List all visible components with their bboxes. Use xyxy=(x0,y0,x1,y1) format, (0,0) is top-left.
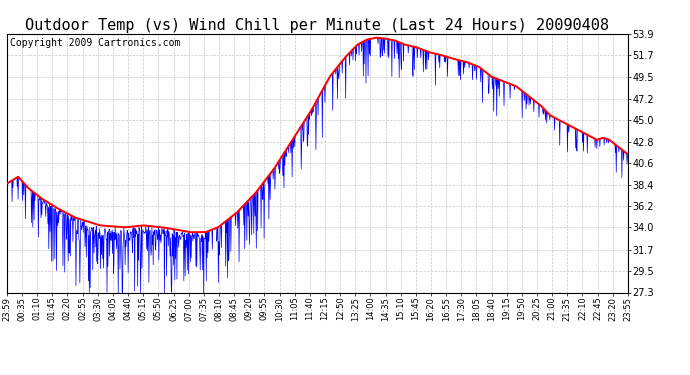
Title: Outdoor Temp (vs) Wind Chill per Minute (Last 24 Hours) 20090408: Outdoor Temp (vs) Wind Chill per Minute … xyxy=(26,18,609,33)
Text: Copyright 2009 Cartronics.com: Copyright 2009 Cartronics.com xyxy=(10,38,180,48)
